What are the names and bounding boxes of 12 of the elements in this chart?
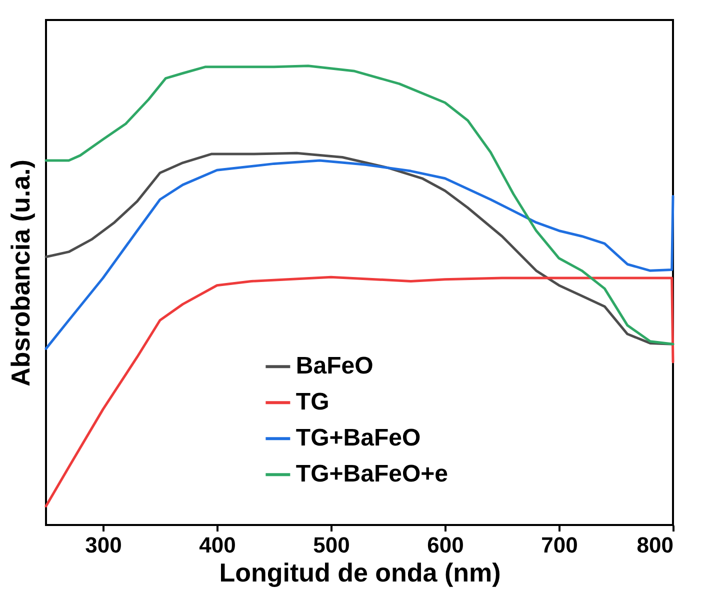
x-tick-label: 500 xyxy=(313,532,350,558)
legend-label: TG+BaFeO xyxy=(296,424,421,452)
x-tick-label: 400 xyxy=(199,532,236,558)
x-tick-label: 300 xyxy=(85,532,122,558)
x-tick-label: 600 xyxy=(427,532,464,558)
x-tick-label: 700 xyxy=(541,532,578,558)
x-axis-title: Longitud de onda (nm) xyxy=(219,558,501,588)
legend-label: BaFeO xyxy=(296,352,374,380)
x-tick-label: 800 xyxy=(636,532,674,558)
legend-label: TG xyxy=(296,388,330,416)
y-axis-title: Absrobancia (u.a.) xyxy=(6,160,36,386)
legend-label: TG+BaFeO+e xyxy=(296,460,448,488)
